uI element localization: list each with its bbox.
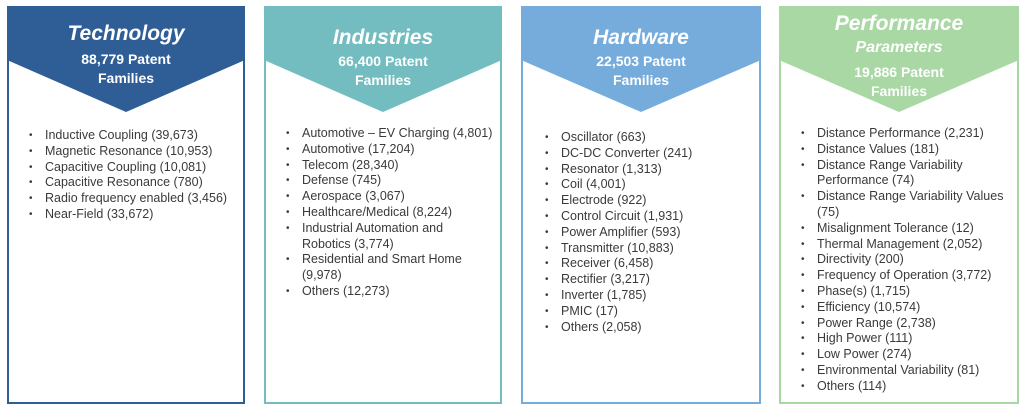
list-item: Distance Performance (2,231) <box>801 126 1015 142</box>
hardware-count: 22,503 Patent <box>596 53 686 69</box>
list-item: DC-DC Converter (241) <box>545 146 751 162</box>
list-item: Defense (745) <box>286 173 494 189</box>
list-item: Distance Values (181) <box>801 142 1015 158</box>
technology-count-unit: Families <box>97 70 155 86</box>
list-item: PMIC (17) <box>545 304 751 320</box>
list-item: Distance Range Variability Values (75) <box>801 189 1015 221</box>
list-item: Misalignment Tolerance (12) <box>801 221 1015 237</box>
list-item: Receiver (6,458) <box>545 256 751 272</box>
list-item: High Power (111) <box>801 331 1015 347</box>
list-item: Environmental Variability (81) <box>801 363 1015 379</box>
list-item: Distance Range Variability Performance (… <box>801 158 1015 190</box>
list-item: Near-Field (33,672) <box>29 207 229 223</box>
industries-count-unit: Families <box>354 72 412 88</box>
performance-parameters-card: Performance Parameters 19,886 Patent Fam… <box>779 6 1019 404</box>
industries-title: Industries <box>332 26 434 49</box>
list-item: Transmitter (10,883) <box>545 241 751 257</box>
list-item: Aerospace (3,067) <box>286 189 494 205</box>
industries-list: Automotive – EV Charging (4,801) Automot… <box>286 126 494 300</box>
performance-parameters-header: Performance Parameters 19,886 Patent Fam… <box>779 6 1019 114</box>
list-item: Others (12,273) <box>286 284 494 300</box>
list-item: Capacitive Coupling (10,081) <box>29 160 229 176</box>
list-item: Power Range (2,738) <box>801 316 1015 332</box>
performance-parameters-count: 19,886 Patent <box>854 64 944 80</box>
list-item: Phase(s) (1,715) <box>801 284 1015 300</box>
list-item: Frequency of Operation (3,772) <box>801 268 1015 284</box>
list-item: Industrial Automation and Robotics (3,77… <box>286 221 494 253</box>
technology-list: Inductive Coupling (39,673) Magnetic Res… <box>29 128 229 223</box>
hardware-header: Hardware 22,503 Patent Families <box>521 6 761 114</box>
hardware-list: Oscillator (663) DC-DC Converter (241) R… <box>545 130 751 335</box>
list-item: Power Amplifier (593) <box>545 225 751 241</box>
list-item: Inductive Coupling (39,673) <box>29 128 229 144</box>
list-item: Automotive – EV Charging (4,801) <box>286 126 494 142</box>
technology-card: Technology 88,779 Patent Families Induct… <box>7 6 245 404</box>
list-item: Residential and Smart Home (9,978) <box>286 252 494 284</box>
performance-parameters-list: Distance Performance (2,231) Distance Va… <box>801 126 1015 395</box>
list-item: Radio frequency enabled (3,456) <box>29 191 229 207</box>
list-item: Healthcare/Medical (8,224) <box>286 205 494 221</box>
technology-header: Technology 88,779 Patent Families <box>7 6 245 114</box>
list-item: Coil (4,001) <box>545 177 751 193</box>
hardware-title: Hardware <box>593 26 689 49</box>
list-item: Electrode (922) <box>545 193 751 209</box>
industries-header: Industries 66,400 Patent Families <box>264 6 502 114</box>
list-item: Magnetic Resonance (10,953) <box>29 144 229 160</box>
list-item: Automotive (17,204) <box>286 142 494 158</box>
list-item: Rectifier (3,217) <box>545 272 751 288</box>
list-item: Control Circuit (1,931) <box>545 209 751 225</box>
list-item: Others (2,058) <box>545 320 751 336</box>
hardware-count-unit: Families <box>612 72 670 88</box>
performance-parameters-title-line-2: Parameters <box>855 39 943 56</box>
industries-count: 66,400 Patent <box>338 53 428 69</box>
list-item: Capacitive Resonance (780) <box>29 175 229 191</box>
list-item: Efficiency (10,574) <box>801 300 1015 316</box>
list-item: Low Power (274) <box>801 347 1015 363</box>
technology-count: 88,779 Patent <box>81 51 171 67</box>
list-item: Resonator (1,313) <box>545 162 751 178</box>
hardware-card: Hardware 22,503 Patent Families Oscillat… <box>521 6 761 404</box>
list-item: Others (114) <box>801 379 1015 395</box>
list-item: Inverter (1,785) <box>545 288 751 304</box>
list-item: Directivity (200) <box>801 252 1015 268</box>
list-item: Oscillator (663) <box>545 130 751 146</box>
performance-parameters-count-unit: Families <box>870 83 928 99</box>
list-item: Telecom (28,340) <box>286 158 494 174</box>
list-item: Thermal Management (2,052) <box>801 237 1015 253</box>
technology-title: Technology <box>67 22 185 45</box>
performance-parameters-title: Performance <box>834 12 964 35</box>
industries-card: Industries 66,400 Patent Families Automo… <box>264 6 502 404</box>
